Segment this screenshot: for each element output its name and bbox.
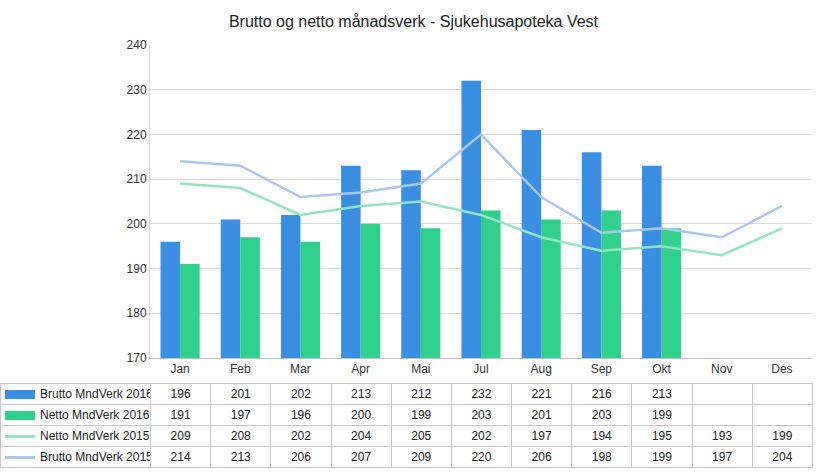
html-text:206: 206 xyxy=(290,450,311,464)
html-text:207: 207 xyxy=(351,450,372,464)
svg-text:Feb: Feb xyxy=(230,362,251,376)
html-text:Netto MndVerk 2016: Netto MndVerk 2016 xyxy=(40,408,150,422)
html-text:208: 208 xyxy=(230,429,251,443)
html-text:205: 205 xyxy=(411,429,432,443)
html-text:196: 196 xyxy=(170,387,191,401)
svg-text:230: 230 xyxy=(127,83,147,97)
html-text:Netto MndVerk 2015: Netto MndVerk 2015 xyxy=(40,429,150,443)
html-text:199: 199 xyxy=(651,450,672,464)
html-text:209: 209 xyxy=(170,429,191,443)
html-text:198: 198 xyxy=(591,450,612,464)
html-text:195: 195 xyxy=(651,429,672,443)
html-text:206: 206 xyxy=(531,450,552,464)
html-text:213: 213 xyxy=(351,387,372,401)
svg-text:170: 170 xyxy=(127,351,147,365)
html-text:202: 202 xyxy=(471,429,492,443)
html-text:232: 232 xyxy=(471,387,492,401)
svg-text:Apr: Apr xyxy=(351,362,370,376)
html-text:199: 199 xyxy=(651,408,672,422)
html-text:212: 212 xyxy=(411,387,432,401)
html-text:213: 213 xyxy=(651,387,672,401)
html-text:200: 200 xyxy=(351,408,372,422)
html-text:214: 214 xyxy=(170,450,191,464)
svg-text:Okt: Okt xyxy=(652,362,671,376)
html-text:203: 203 xyxy=(471,408,492,422)
html-text:213: 213 xyxy=(230,450,251,464)
svg-text:180: 180 xyxy=(127,306,147,320)
html-text:197: 197 xyxy=(230,408,251,422)
html-text:194: 194 xyxy=(591,429,612,443)
html-text:191: 191 xyxy=(170,408,191,422)
svg-text:Mai: Mai xyxy=(411,362,430,376)
svg-text:190: 190 xyxy=(127,262,147,276)
html-text:201: 201 xyxy=(531,408,552,422)
html-text:220: 220 xyxy=(471,450,492,464)
svg-text:Jan: Jan xyxy=(170,362,189,376)
html-text:203: 203 xyxy=(591,408,612,422)
html-text:202: 202 xyxy=(290,429,311,443)
html-text:204: 204 xyxy=(351,429,372,443)
html-text:199: 199 xyxy=(772,429,793,443)
html-text:196: 196 xyxy=(290,408,311,422)
svg-text:240: 240 xyxy=(127,38,147,52)
svg-text:Aug: Aug xyxy=(531,362,552,376)
html-text:216: 216 xyxy=(591,387,612,401)
svg-text:Mar: Mar xyxy=(290,362,311,376)
html-text:199: 199 xyxy=(411,408,432,422)
svg-text:Sep: Sep xyxy=(591,362,613,376)
svg-text:200: 200 xyxy=(127,217,147,231)
html-text:197: 197 xyxy=(531,429,552,443)
html-text:221: 221 xyxy=(531,387,552,401)
html-text:197: 197 xyxy=(712,450,733,464)
html-text:202: 202 xyxy=(290,387,311,401)
svg-text:Nov: Nov xyxy=(711,362,732,376)
html-text:201: 201 xyxy=(230,387,251,401)
html-text:193: 193 xyxy=(712,429,733,443)
svg-text:Des: Des xyxy=(771,362,792,376)
html-text:204: 204 xyxy=(772,450,793,464)
svg-text:220: 220 xyxy=(127,128,147,142)
svg-text:Jul: Jul xyxy=(473,362,488,376)
html-text:209: 209 xyxy=(411,450,432,464)
svg-text:Brutto og netto månadsverk - S: Brutto og netto månadsverk - Sjukehusapo… xyxy=(229,13,599,30)
svg-text:210: 210 xyxy=(127,172,147,186)
